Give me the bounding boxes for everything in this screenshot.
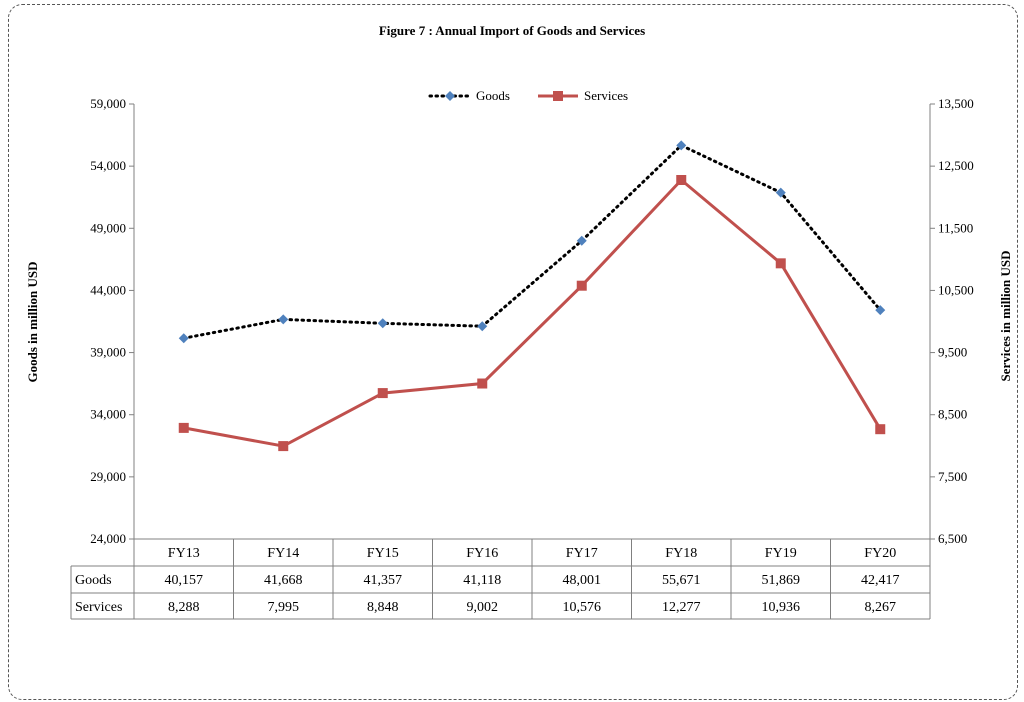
- series-markers: [178, 140, 886, 452]
- point-goods: [278, 314, 289, 325]
- x-tick-label: FY13: [168, 546, 200, 561]
- table-cell-goods: 41,118: [463, 573, 501, 588]
- right-tick-label: 7,500: [938, 469, 967, 484]
- point-goods: [576, 235, 587, 246]
- table-cell-services: 12,277: [662, 600, 701, 615]
- left-tick-label: 34,000: [90, 407, 126, 422]
- left-y-ticks: 24,000 29,000 34,000 39,000 44,000 49,000 54,0…: [90, 96, 134, 546]
- right-tick-label: 9,500: [938, 345, 967, 360]
- table-cell-goods: 41,668: [264, 573, 303, 588]
- point-services: [278, 441, 289, 452]
- right-tick-label: 11,500: [938, 220, 973, 235]
- point-services: [676, 175, 687, 186]
- right-y-axis-title: Services in million USD: [998, 250, 1013, 381]
- right-tick-label: 13,500: [938, 96, 974, 111]
- legend: Goods Services: [428, 88, 628, 103]
- point-goods: [875, 305, 886, 316]
- left-tick-label: 44,000: [90, 282, 126, 297]
- series-line-services: [183, 177, 882, 448]
- x-tick-label: FY19: [765, 546, 797, 561]
- x-tick-label: FY18: [665, 546, 697, 561]
- point-services: [875, 424, 886, 435]
- right-y-ticks: 6,500 7,500 8,500 9,500 10,500 11,500 12,500 13…: [930, 96, 974, 546]
- data-table: FY13 FY14 FY15 FY16 FY17 FY18 FY19 FY20 Goods 40,…: [70, 538, 931, 620]
- table-cell-goods: 40,157: [165, 573, 204, 588]
- table-cell-services: 10,936: [762, 600, 801, 615]
- table-cell-goods: 41,357: [364, 573, 403, 588]
- table-cell-goods: 51,869: [762, 573, 801, 588]
- legend-label-services: Services: [584, 88, 628, 103]
- x-tick-label: FY14: [267, 546, 299, 561]
- left-tick-label: 49,000: [90, 220, 126, 235]
- table-cell-goods: 55,671: [662, 573, 701, 588]
- x-tick-label: FY15: [367, 546, 399, 561]
- table-cell-services: 8,848: [367, 600, 399, 615]
- left-tick-label: 54,000: [90, 158, 126, 173]
- point-goods: [676, 140, 687, 151]
- point-goods: [775, 187, 786, 198]
- table-cell-goods: 42,417: [861, 573, 900, 588]
- table-row-header-goods: Goods: [75, 573, 112, 588]
- left-y-axis-title: Goods in million USD: [25, 261, 40, 382]
- legend-label-goods: Goods: [476, 88, 510, 103]
- x-tick-label: FY20: [864, 546, 896, 561]
- chart-title: Figure 7 : Annual Import of Goods and Se…: [379, 23, 645, 38]
- left-tick-label: 24,000: [90, 531, 126, 546]
- x-tick-label: FY17: [566, 546, 598, 561]
- point-services: [477, 378, 488, 389]
- right-tick-label: 12,500: [938, 158, 974, 173]
- series-lines: [182, 143, 882, 448]
- left-tick-label: 39,000: [90, 345, 126, 360]
- table-cell-services: 9,002: [467, 600, 499, 615]
- point-services: [775, 258, 786, 269]
- point-services: [576, 280, 587, 291]
- x-tick-label: FY16: [466, 546, 498, 561]
- table-cell-services: 7,995: [268, 600, 300, 615]
- left-tick-label: 59,000: [90, 96, 126, 111]
- right-tick-label: 10,500: [938, 282, 974, 297]
- right-tick-label: 8,500: [938, 407, 967, 422]
- legend-marker-goods: [445, 91, 455, 101]
- point-goods: [178, 333, 189, 344]
- point-services: [377, 388, 388, 399]
- table-cell-services: 10,576: [563, 600, 602, 615]
- table-cell-services: 8,267: [865, 600, 897, 615]
- point-goods: [377, 318, 388, 329]
- table-row-header-services: Services: [75, 600, 122, 615]
- chart-frame: [8, 4, 1018, 700]
- table-cell-goods: 48,001: [563, 573, 602, 588]
- series-line-goods: [182, 143, 882, 340]
- legend-marker-services: [553, 91, 563, 101]
- point-goods: [477, 321, 488, 332]
- point-services: [178, 422, 189, 433]
- right-tick-label: 6,500: [938, 531, 967, 546]
- left-tick-label: 29,000: [90, 469, 126, 484]
- table-cell-services: 8,288: [168, 600, 200, 615]
